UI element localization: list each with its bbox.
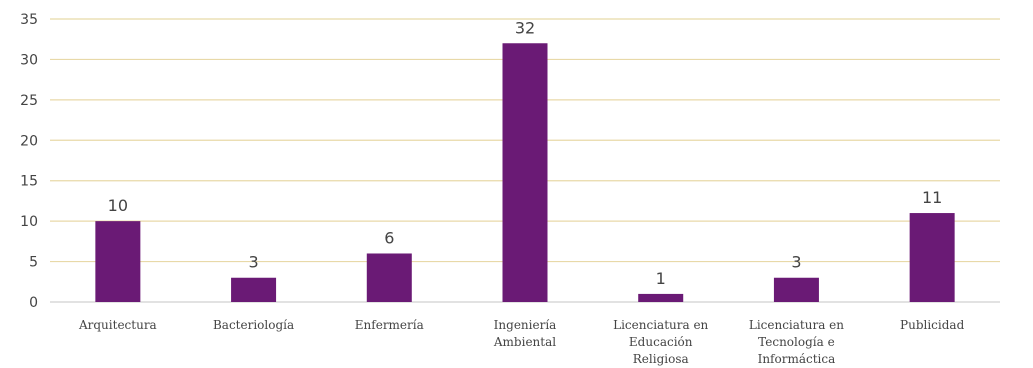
data-label-5: 3	[791, 253, 801, 272]
data-label-3: 32	[515, 18, 535, 37]
y-tick-label-10: 10	[20, 214, 38, 230]
category-label-2: Enfermería	[355, 318, 424, 332]
y-tick-label-15: 15	[20, 174, 38, 190]
category-label-0: Arquitectura	[78, 318, 157, 332]
y-axis-ticks: 0 5 10 15 20 25 30 35	[20, 12, 38, 311]
bar-6	[909, 213, 955, 302]
category-label-4: Licenciatura en Educación Religiosa	[613, 318, 708, 366]
y-tick-label-0: 0	[29, 295, 38, 311]
category-label-5: Licenciatura en Tecnología e Informáctica	[749, 318, 844, 366]
bar-1	[231, 277, 277, 302]
category-label-1: Bacteriología	[213, 318, 294, 332]
data-label-2: 6	[384, 228, 394, 247]
bar-2	[366, 253, 412, 302]
bars	[95, 43, 955, 302]
data-label-4: 1	[656, 269, 666, 288]
category-label-6: Publicidad	[900, 318, 965, 332]
bar-4	[638, 293, 684, 302]
bar-5	[773, 277, 819, 302]
category-labels: Arquitectura Bacteriología Enfermería Ingen…	[78, 318, 965, 366]
y-tick-label-5: 5	[29, 255, 38, 271]
bar-0	[95, 221, 141, 302]
bar-3	[502, 43, 548, 302]
y-tick-label-35: 35	[20, 12, 38, 28]
category-label-3: Ingeniería Ambiental	[493, 318, 556, 349]
data-label-1: 3	[248, 253, 258, 272]
data-label-6: 11	[922, 188, 942, 207]
y-tick-label-30: 30	[20, 52, 38, 68]
y-tick-label-20: 20	[20, 133, 38, 149]
data-labels: 10 3 6 32 1 3 11	[108, 18, 943, 288]
y-tick-label-25: 25	[20, 93, 38, 109]
data-label-0: 10	[108, 196, 128, 215]
